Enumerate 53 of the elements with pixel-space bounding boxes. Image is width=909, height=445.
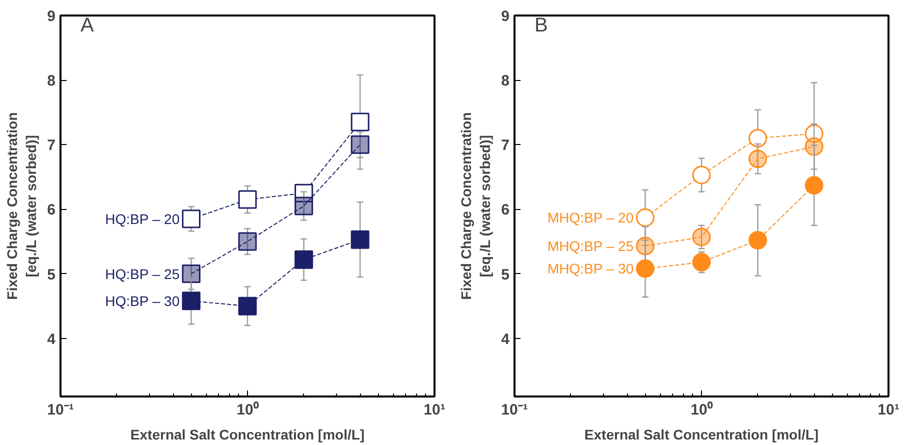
point — [238, 232, 257, 251]
point — [748, 230, 768, 250]
point — [692, 228, 711, 246]
point — [636, 259, 654, 278]
point — [350, 230, 370, 249]
point — [182, 292, 200, 310]
x-axis-title: External Salt Concentration [mol/L] — [584, 426, 819, 442]
y-axis-title: Fixed Charge Concentration [eq./L (water sorbed)] — [4, 112, 40, 300]
x-axis-title: External Salt Concentration [mol/L] — [130, 426, 365, 442]
point — [238, 190, 257, 209]
x-tick-label: 10⁰ — [236, 400, 260, 418]
y-tick-label: 9 — [47, 8, 56, 25]
x-tick-label: 10¹ — [878, 402, 900, 418]
y-tick-label: 5 — [47, 266, 56, 284]
x-tick-label: 10⁰ — [690, 400, 714, 418]
point — [748, 128, 768, 148]
point — [182, 264, 200, 284]
y-tick-label: 8 — [47, 72, 56, 90]
series-label: MHQ:BP – 30 — [547, 260, 634, 277]
y-tick-label: 4 — [501, 330, 510, 348]
point — [636, 208, 654, 227]
point — [182, 210, 200, 228]
point — [294, 250, 314, 269]
x-tick-label: 10⁻¹ — [501, 402, 528, 418]
series-label: HQ:BP – 30 — [105, 292, 180, 309]
point — [350, 135, 370, 154]
y-tick-label: 6 — [47, 202, 56, 219]
y-tick-label: 4 — [47, 330, 56, 348]
annotation: A — [80, 14, 94, 36]
y-axis-title: Fixed Charge Concentration [eq./L (water sorbed)] — [458, 112, 494, 300]
series-label: MHQ:BP – 25 — [547, 238, 634, 254]
point — [350, 112, 370, 132]
y-tick-label: 9 — [501, 8, 510, 25]
y-tick-label: 6 — [501, 202, 510, 219]
series-label: HQ:BP – 25 — [105, 266, 180, 282]
point — [692, 166, 711, 184]
point — [804, 137, 824, 156]
point — [238, 296, 257, 316]
point — [294, 184, 314, 202]
y-tick-label: 7 — [47, 137, 56, 154]
annotation: B — [534, 14, 548, 36]
series-label: HQ:BP – 20 — [105, 210, 180, 227]
series-label: MHQ:BP – 20 — [547, 210, 634, 226]
point — [804, 124, 824, 143]
point — [692, 252, 711, 272]
x-tick-label: 10¹ — [424, 402, 446, 418]
point — [294, 196, 314, 216]
point — [748, 150, 768, 168]
point — [804, 176, 824, 195]
x-tick-label: 10⁻¹ — [47, 402, 74, 418]
y-tick-label: 8 — [501, 72, 510, 90]
y-tick-label: 5 — [501, 266, 510, 284]
y-tick-label: 7 — [501, 137, 510, 154]
